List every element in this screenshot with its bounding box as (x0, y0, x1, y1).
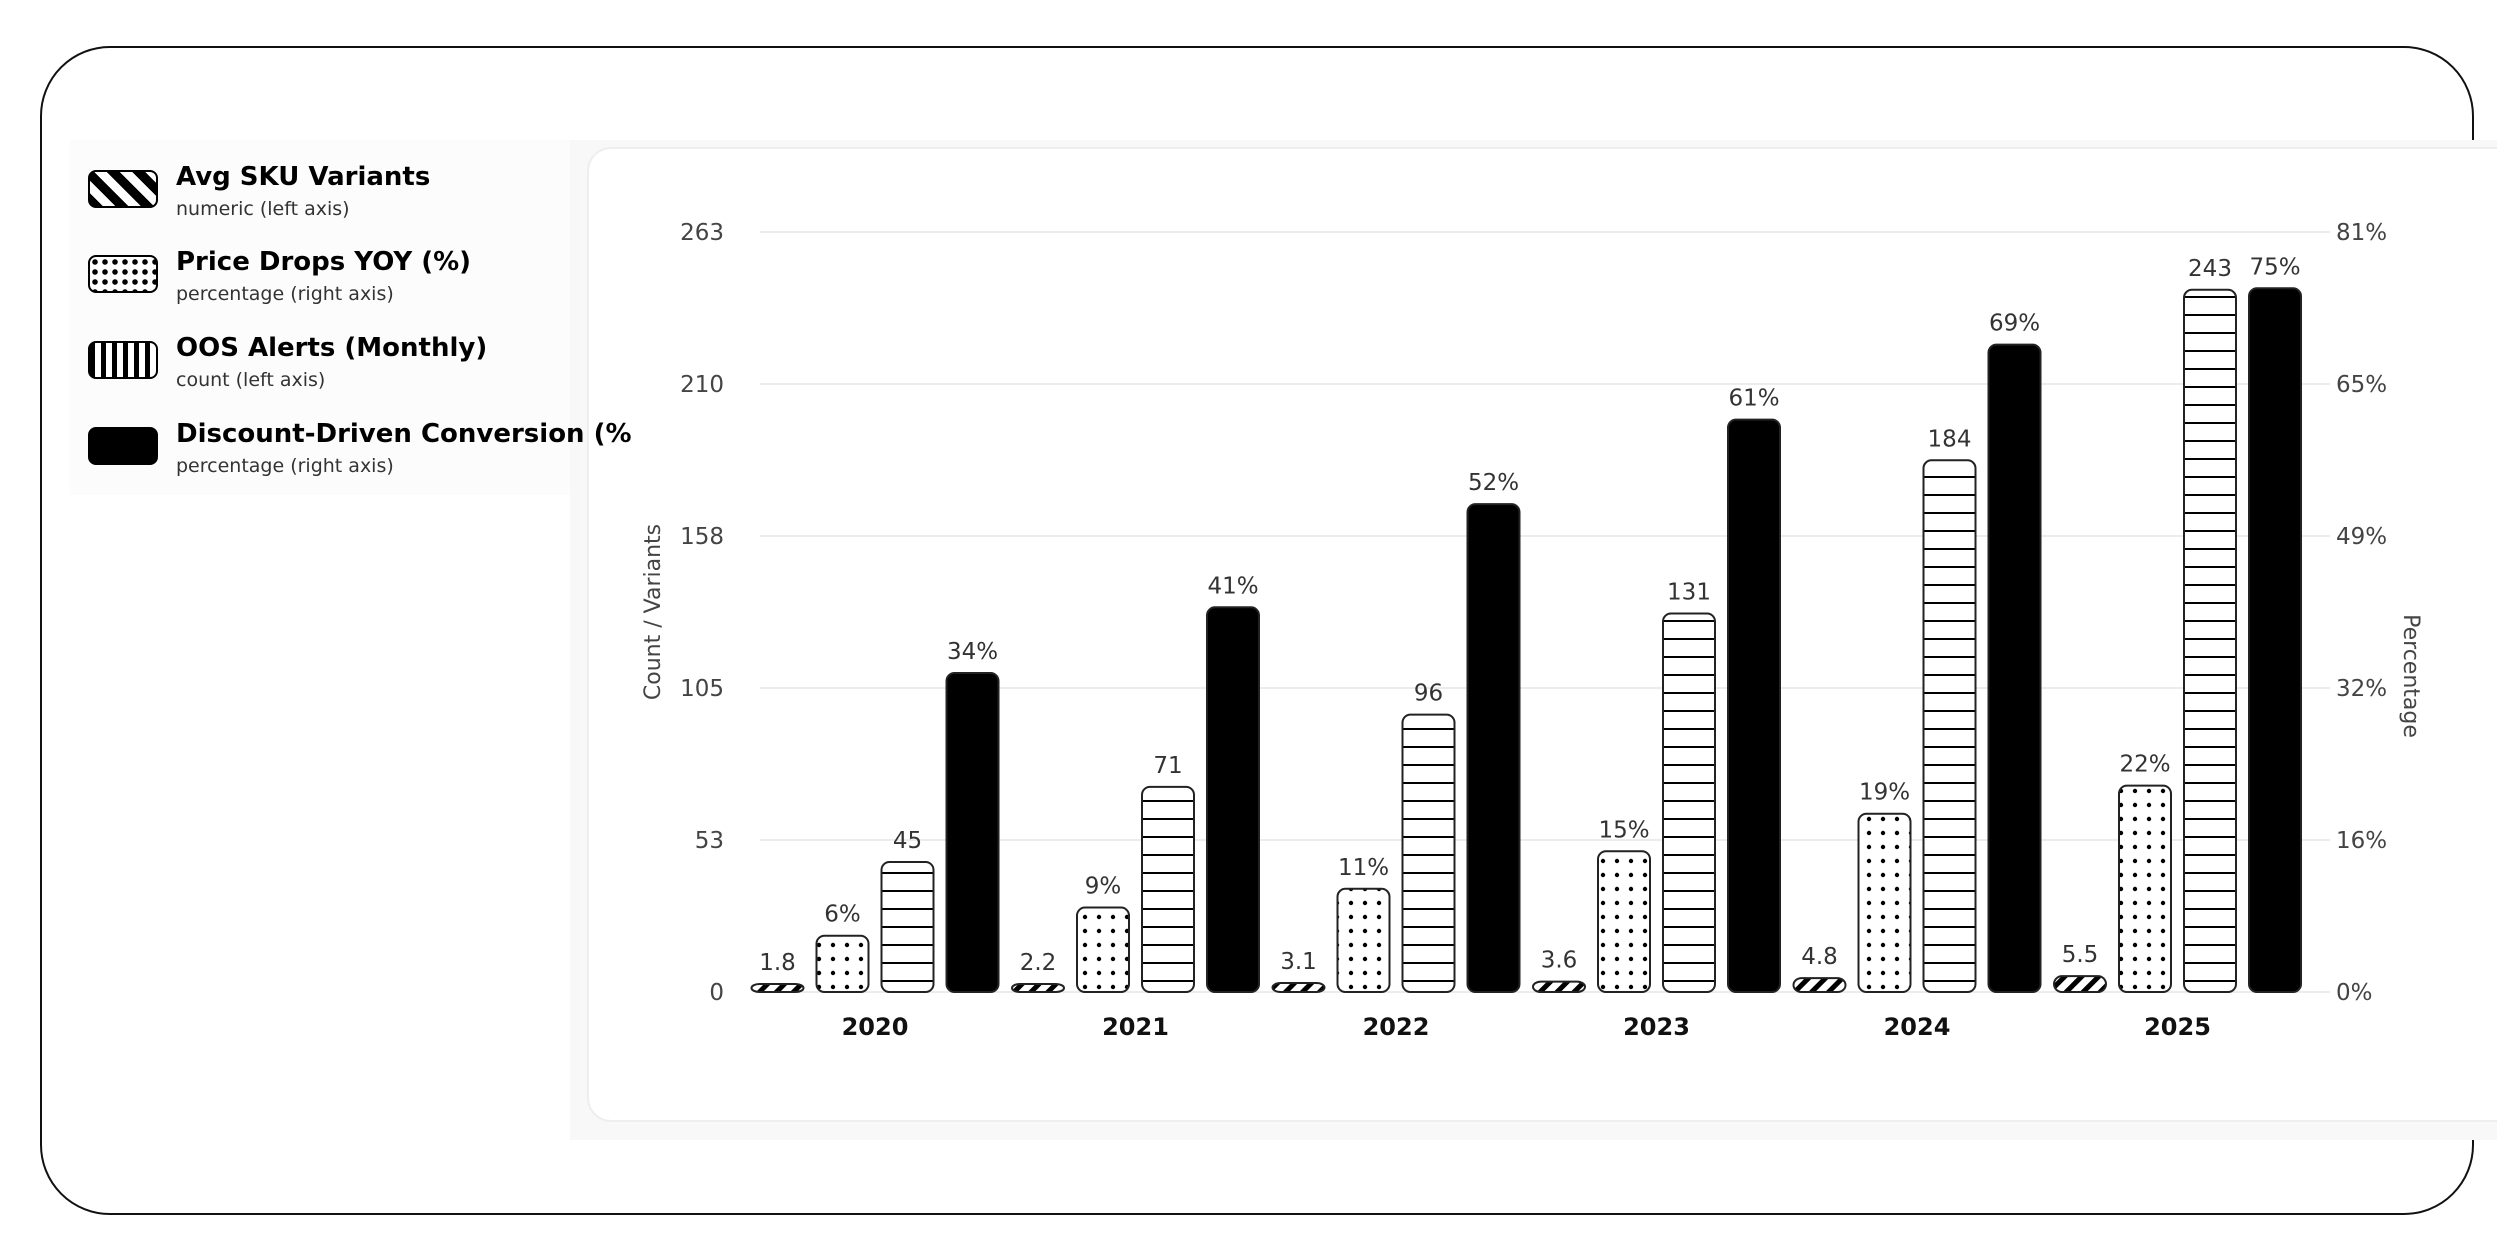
data-label: 1.8 (759, 950, 796, 976)
x-tick-label: 2021 (1102, 1013, 1169, 1041)
data-label: 45 (893, 828, 922, 854)
bar-price-drops-yoy--2023[interactable] (1597, 850, 1651, 994)
bar-oos-alerts-monthly--2021[interactable] (1141, 785, 1195, 994)
legend-title: OOS Alerts (Monthly) (176, 333, 488, 363)
bar-discount-driven-conversion--2021[interactable] (1206, 606, 1260, 993)
legend-subtitle: numeric (left axis) (176, 198, 350, 220)
bar-discount-driven-conversion--2023[interactable] (1727, 418, 1781, 994)
bar-price-drops-yoy--2024[interactable] (1857, 812, 1912, 993)
data-label: 243 (2188, 256, 2232, 282)
y2-tick-label: 49% (2336, 524, 2387, 550)
data-label: 22% (2119, 752, 2170, 778)
bar-oos-alerts-monthly--2020[interactable] (880, 860, 935, 993)
bar-price-drops-yoy--2022[interactable] (1336, 887, 1391, 993)
data-label: 69% (1989, 311, 2040, 337)
x-tick-label: 2024 (1884, 1013, 1951, 1041)
data-label: 2.2 (1020, 950, 1057, 976)
legend-item-avg-sku-variants[interactable]: Avg SKU Variants numeric (left axis) (88, 162, 578, 232)
bar-oos-alerts-monthly--2022[interactable] (1401, 713, 1456, 994)
bar-avg-sku-variants-2023[interactable] (1532, 980, 1586, 994)
x-tick-label: 2020 (842, 1013, 909, 1041)
legend-item-oos-alerts[interactable]: OOS Alerts (Monthly) count (left axis) (88, 333, 578, 403)
data-label: 41% (1207, 573, 1258, 599)
x-tick-label: 2022 (1363, 1013, 1430, 1041)
diagonal-stripes-swatch-icon (88, 170, 158, 208)
x-tick-label: 2025 (2144, 1013, 2211, 1041)
bar-discount-driven-conversion--2025[interactable] (2248, 287, 2302, 993)
legend-subtitle: count (left axis) (176, 369, 326, 391)
data-label: 52% (1468, 470, 1519, 496)
bar-avg-sku-variants-2025[interactable] (2053, 975, 2107, 993)
legend-item-discount-conversion[interactable]: Discount-Driven Conversion (% percentage… (88, 419, 632, 489)
y-axis-label: Count / Variants (641, 524, 666, 700)
bar-discount-driven-conversion--2020[interactable] (945, 671, 1000, 994)
y-tick-label: 53 (695, 828, 724, 854)
y-tick-label: 0 (709, 980, 724, 1006)
bar-price-drops-yoy--2025[interactable] (2118, 784, 2172, 994)
bar-price-drops-yoy--2020[interactable] (815, 934, 870, 993)
data-label: 96 (1414, 681, 1443, 707)
bar-discount-driven-conversion--2022[interactable] (1466, 503, 1521, 993)
y2-axis-label: Percentage (2398, 614, 2423, 738)
vertical-stripes-swatch-icon (88, 341, 158, 379)
y2-tick-label: 16% (2336, 828, 2387, 854)
data-label: 131 (1667, 579, 1711, 605)
data-label: 9% (1085, 874, 1122, 900)
data-label: 34% (947, 639, 998, 665)
y-tick-label: 210 (680, 372, 724, 398)
bar-avg-sku-variants-2021[interactable] (1011, 983, 1065, 993)
legend-subtitle: percentage (right axis) (176, 283, 394, 305)
data-label: 184 (1928, 426, 1972, 452)
legend-item-price-drops[interactable]: Price Drops YOY (%) percentage (right ax… (88, 247, 578, 317)
data-label: 5.5 (2062, 942, 2099, 968)
data-label: 6% (824, 902, 861, 928)
y-tick-label: 263 (680, 220, 724, 246)
data-label: 61% (1728, 386, 1779, 412)
legend-title: Price Drops YOY (%) (176, 247, 472, 277)
solid-swatch-icon (88, 427, 158, 465)
bar-avg-sku-variants-2022[interactable] (1271, 982, 1326, 993)
legend-title: Discount-Driven Conversion (% (176, 419, 632, 449)
y2-tick-label: 0% (2336, 980, 2373, 1006)
dots-swatch-icon (88, 255, 158, 293)
bar-price-drops-yoy--2021[interactable] (1076, 906, 1130, 993)
data-label: 75% (2249, 254, 2300, 280)
bar-oos-alerts-monthly--2025[interactable] (2183, 288, 2237, 993)
y-tick-label: 105 (680, 676, 724, 702)
bar-discount-driven-conversion--2024[interactable] (1987, 343, 2042, 993)
data-label: 11% (1338, 855, 1389, 881)
data-label: 4.8 (1801, 944, 1838, 970)
bar-avg-sku-variants-2020[interactable] (750, 983, 805, 993)
bar-oos-alerts-monthly--2023[interactable] (1662, 612, 1716, 994)
bar-avg-sku-variants-2024[interactable] (1792, 977, 1847, 993)
data-label: 3.6 (1541, 948, 1578, 974)
data-label: 19% (1859, 780, 1910, 806)
legend-subtitle: percentage (right axis) (176, 455, 394, 477)
data-label: 15% (1598, 817, 1649, 843)
bar-oos-alerts-monthly--2024[interactable] (1922, 459, 1977, 993)
x-tick-label: 2023 (1623, 1013, 1690, 1041)
data-label: 71 (1153, 753, 1182, 779)
data-label: 3.1 (1280, 949, 1317, 975)
y2-tick-label: 32% (2336, 676, 2387, 702)
legend-title: Avg SKU Variants (176, 162, 431, 192)
legend: Avg SKU Variants numeric (left axis) Pri… (70, 140, 632, 495)
y2-tick-label: 65% (2336, 372, 2387, 398)
y-tick-label: 158 (680, 524, 724, 550)
y2-tick-label: 81% (2336, 220, 2387, 246)
